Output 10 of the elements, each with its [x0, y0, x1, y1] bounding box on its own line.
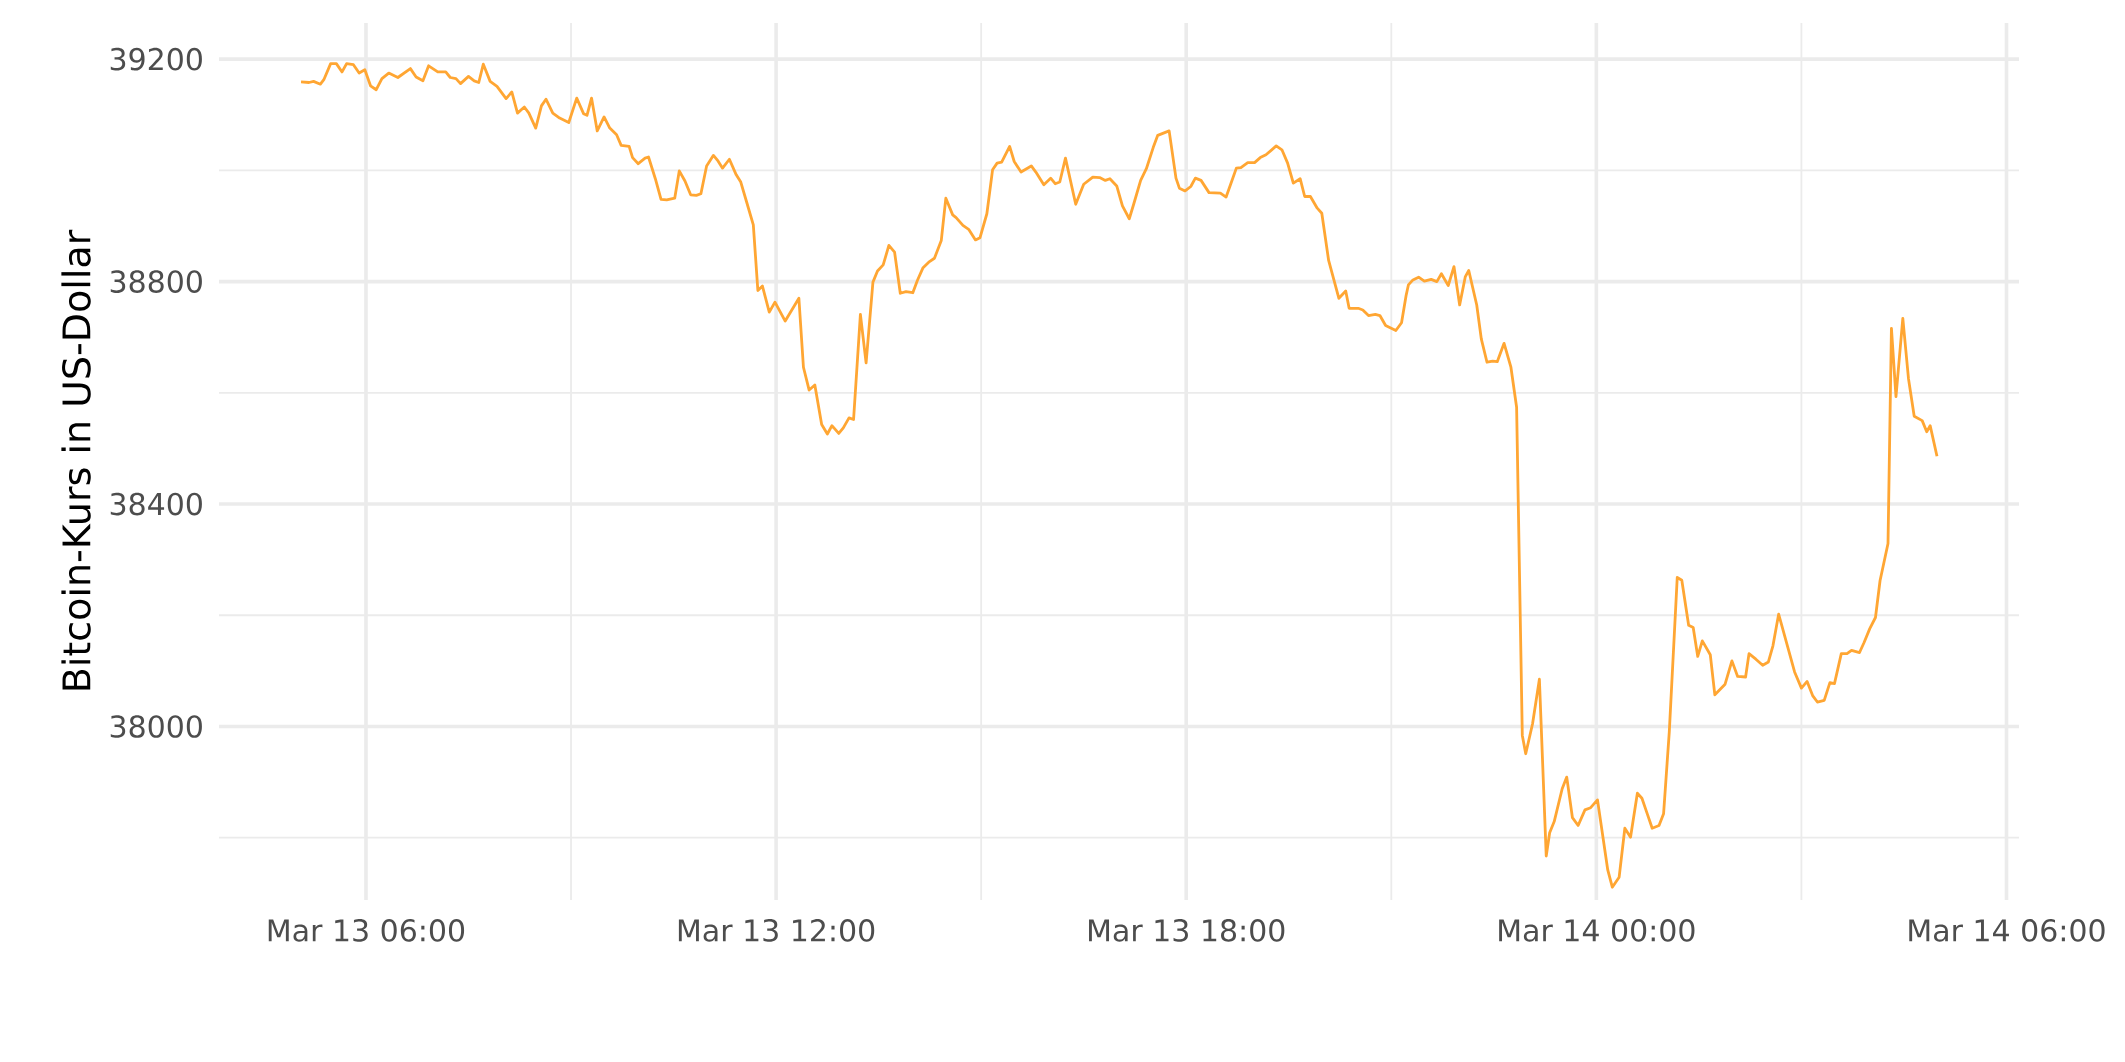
y-tick-label: 39200	[110, 47, 202, 71]
x-tick-label: Mar 14 00:00	[1499, 919, 1695, 942]
x-tick-label: Mar 13 18:00	[1089, 919, 1285, 942]
x-tick-label: Mar 14 06:00	[1909, 919, 2105, 942]
x-tick-label: Mar 13 06:00	[268, 919, 465, 942]
y-tick-label: 38800	[110, 270, 202, 293]
y-tick-label: 38400	[110, 492, 202, 516]
y-axis-title: Bitcoin-Kurs in US-Dollar	[61, 229, 91, 690]
y-tick-label: 38000	[110, 715, 202, 738]
x-tick-label: Mar 13 12:00	[678, 919, 875, 942]
